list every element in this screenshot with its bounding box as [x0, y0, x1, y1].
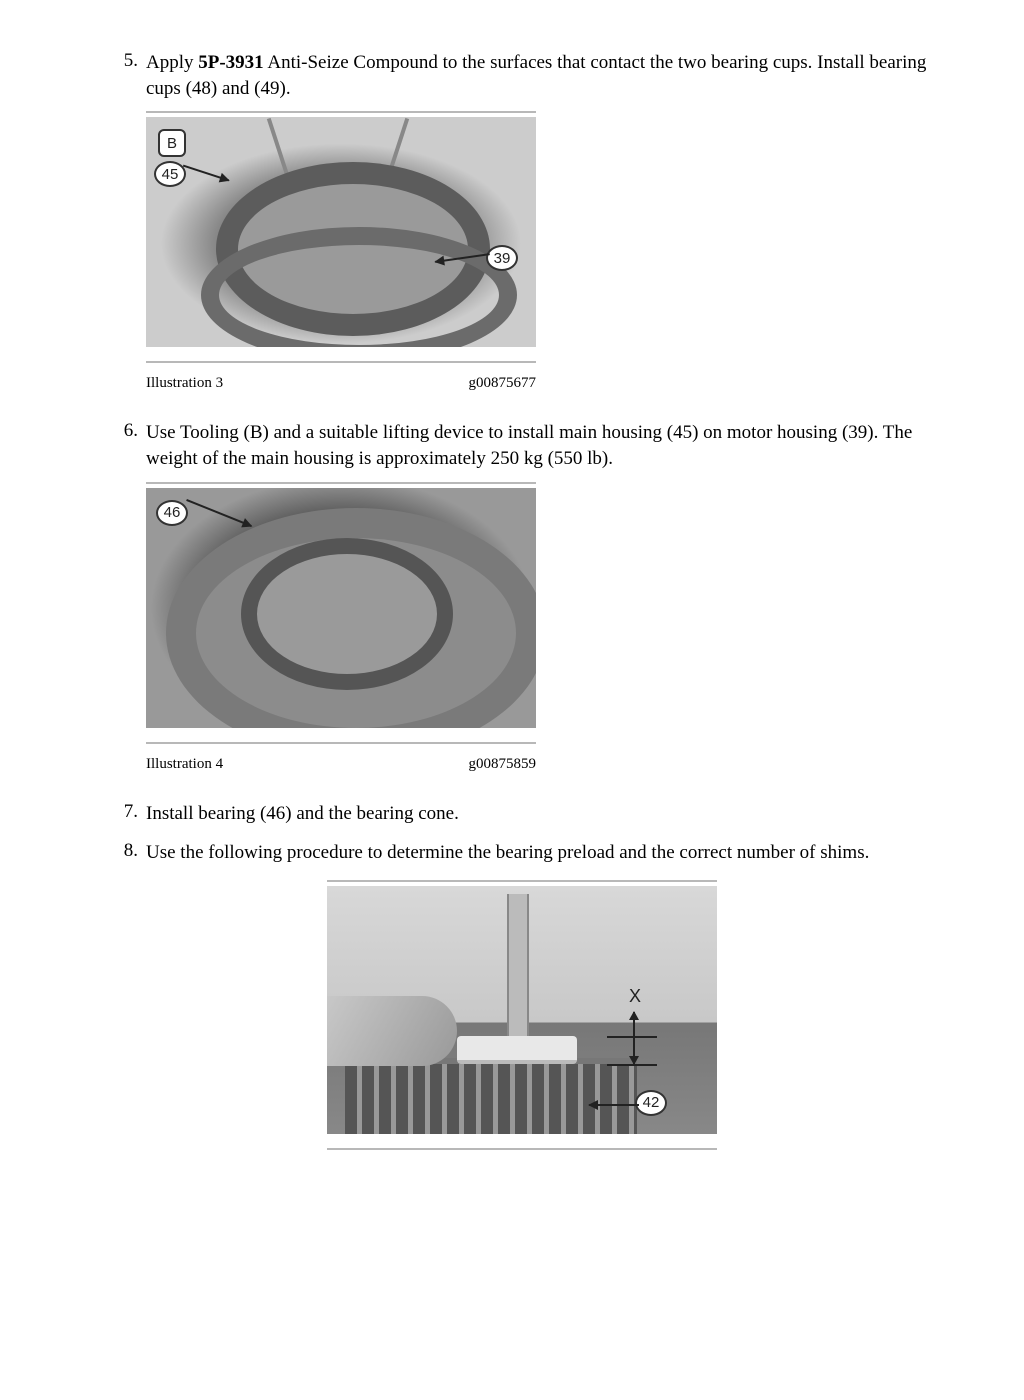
- figure-5: X 42: [110, 876, 934, 1154]
- step-5: 5. Apply 5P-3931 Anti-Seize Compound to …: [110, 50, 934, 101]
- text-part: Anti-Seize Compound to the surfaces that…: [146, 52, 926, 99]
- dimension-mark: [607, 1036, 657, 1038]
- text-part: Apply: [146, 52, 198, 73]
- part-number: 5P-3931: [198, 52, 263, 73]
- callout-39: 39: [486, 245, 518, 271]
- step-6: 6. Use Tooling (B) and a suitable liftin…: [110, 420, 934, 471]
- illustration-code: g00875859: [469, 756, 537, 773]
- callout-46: 46: [156, 500, 188, 526]
- chain: [267, 118, 289, 176]
- callout-42: 42: [635, 1090, 667, 1116]
- step-number: 6.: [110, 420, 146, 471]
- step-text: Install bearing (46) and the bearing con…: [146, 801, 934, 827]
- step-7: 7. Install bearing (46) and the bearing …: [110, 801, 934, 827]
- gear-teeth: [345, 1058, 637, 1134]
- figure-caption: Illustration 4 g00875859: [146, 756, 536, 773]
- figure-rule: [146, 111, 536, 113]
- step-text: Use Tooling (B) and a suitable lifting d…: [146, 420, 934, 471]
- figure-rule: [146, 482, 536, 484]
- inner-ring: [241, 538, 453, 690]
- callout-arrow: [186, 499, 252, 527]
- step-number: 7.: [110, 801, 146, 827]
- figure-caption: Illustration 3 g00875677: [146, 375, 536, 392]
- step-number: 5.: [110, 50, 146, 101]
- step-text: Use the following procedure to determine…: [146, 840, 934, 866]
- figure-rule: [146, 742, 536, 744]
- illustration-5-image: X 42: [327, 886, 717, 1134]
- figure-3: B 45 39 Illustration 3 g00875677: [146, 111, 934, 392]
- step-8: 8. Use the following procedure to determ…: [110, 840, 934, 866]
- illustration-code: g00875677: [469, 375, 537, 392]
- illustration-label: Illustration 4: [146, 756, 223, 773]
- callout-45: 45: [154, 161, 186, 187]
- callout-arrow: [183, 165, 229, 182]
- figure-rule: [327, 880, 717, 882]
- callout-x: X: [629, 986, 641, 1007]
- washer-plate: [457, 1036, 577, 1064]
- figure-rule: [327, 1148, 717, 1150]
- callout-b: B: [158, 129, 186, 157]
- callout-arrow: [589, 1104, 639, 1106]
- illustration-4-image: 46: [146, 488, 536, 728]
- illustration-3-image: B 45 39: [146, 117, 536, 347]
- figure-rule: [146, 361, 536, 363]
- dimension-line: [633, 1012, 635, 1064]
- step-text: Apply 5P-3931 Anti-Seize Compound to the…: [146, 50, 934, 101]
- step-number: 8.: [110, 840, 146, 866]
- figure-4: 46 Illustration 4 g00875859: [146, 482, 934, 773]
- dimension-mark: [607, 1064, 657, 1066]
- hand: [327, 996, 457, 1066]
- document-page: 5. Apply 5P-3931 Anti-Seize Compound to …: [0, 0, 1024, 1232]
- illustration-label: Illustration 3: [146, 375, 223, 392]
